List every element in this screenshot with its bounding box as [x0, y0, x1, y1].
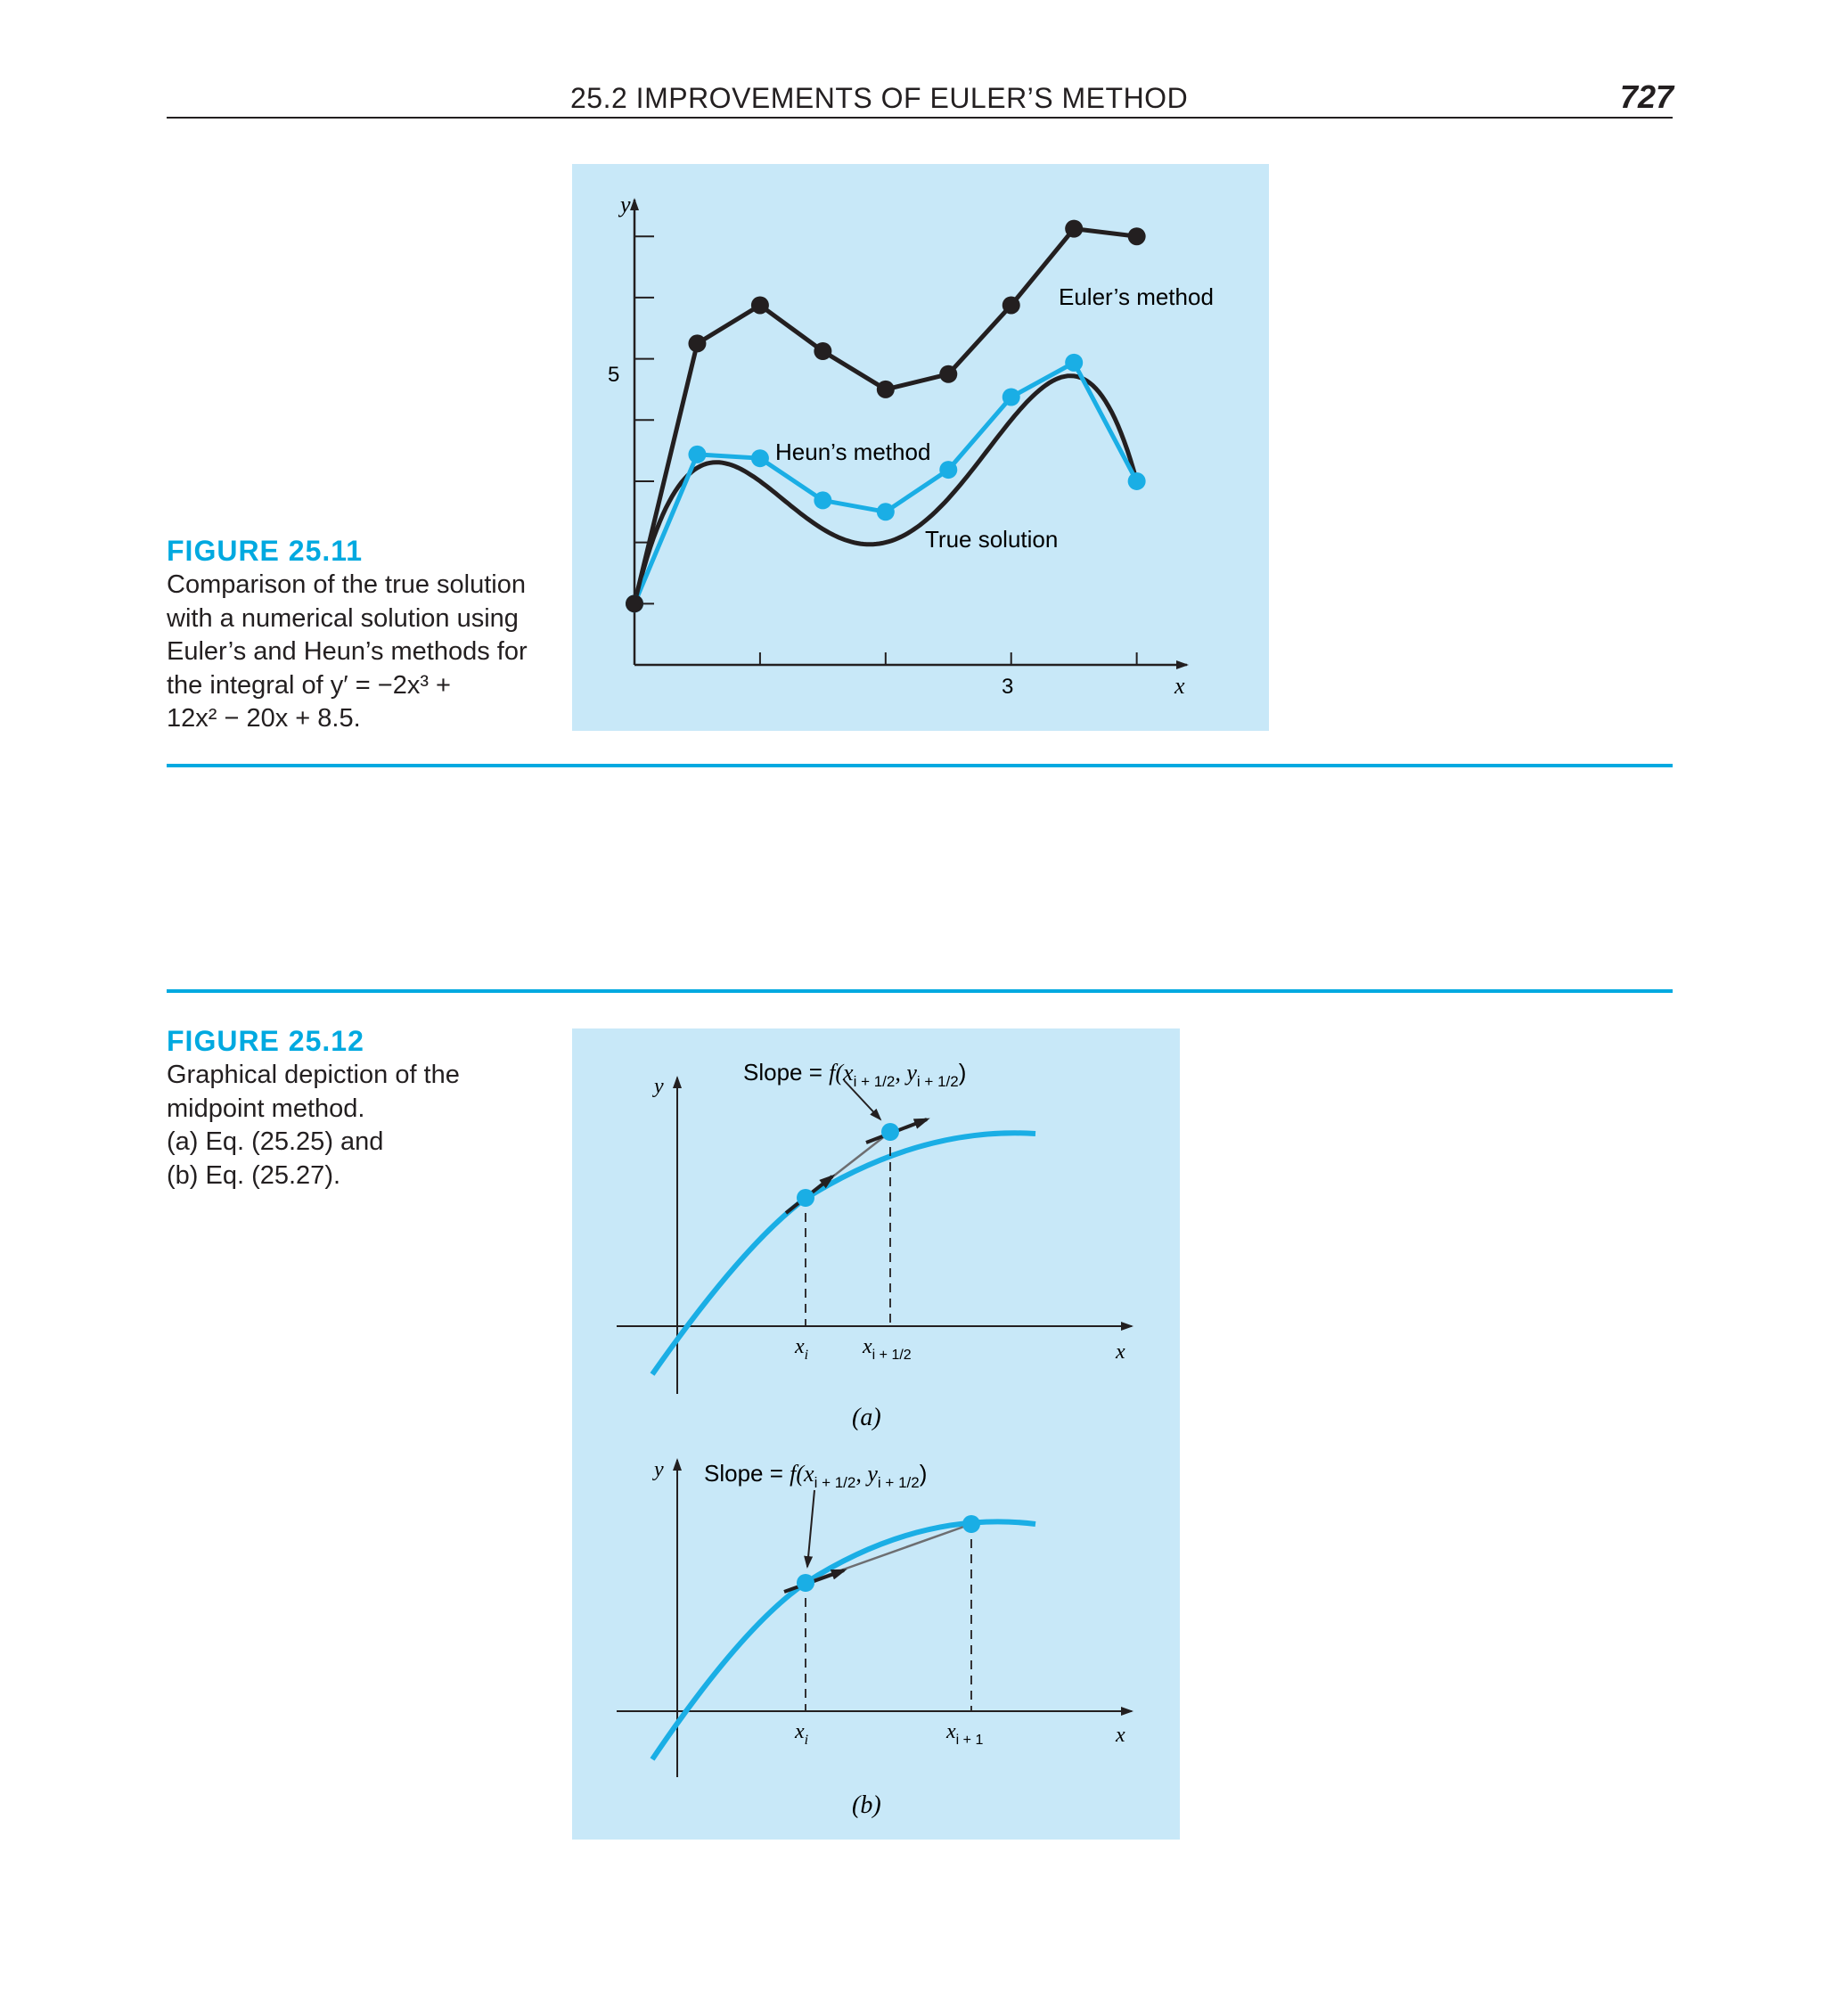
figure-25-12-diagram: Slope = f(xi + 1/2, yi + 1/2) y x xi xi …	[617, 1059, 1133, 1819]
euler-point	[626, 594, 643, 613]
caption-line: Euler’s and Heun’s methods for	[167, 637, 528, 666]
slope-sub2: i + 1/2	[917, 1073, 959, 1090]
caption-line: 12x² − 20x + 8.5.	[167, 704, 361, 733]
euler-label: Euler’s method	[1059, 283, 1214, 310]
panel-b-y-label: y	[652, 1458, 664, 1481]
xmid-base: x	[862, 1335, 872, 1358]
panel-a-xi-label: xi	[794, 1335, 808, 1363]
heun-point	[1002, 388, 1020, 406]
figure-25-12-panel: Slope = f(xi + 1/2, yi + 1/2) y x xi xi …	[572, 1028, 1180, 1840]
heun-point	[814, 491, 832, 510]
true-solution-line	[632, 373, 1140, 604]
slope-sub2: i + 1/2	[878, 1474, 920, 1491]
xnext-sub: i + 1	[956, 1733, 984, 1748]
slope-close: )	[959, 1059, 967, 1086]
slope-comma: , y	[855, 1461, 878, 1487]
panel-a: Slope = f(xi + 1/2, yi + 1/2) y x xi xi …	[617, 1059, 1133, 1431]
caption-line: the integral of y′ = −2x³ +	[167, 670, 451, 700]
heun-point	[1127, 471, 1146, 490]
x-tick-label-3: 3	[1002, 675, 1013, 699]
figure-rule-top	[167, 764, 1673, 767]
panel-a-point-xi	[797, 1189, 814, 1207]
figure-25-12-caption: Graphical depiction of the midpoint meth…	[167, 1059, 541, 1192]
panel-b: Slope = f(xi + 1/2, yi + 1/2) y x xi xi …	[617, 1458, 1133, 1819]
panel-a-slope-label: Slope = f(xi + 1/2, yi + 1/2)	[743, 1059, 966, 1090]
slope-prefix: Slope =	[704, 1460, 790, 1487]
heun-point	[688, 445, 707, 463]
y-axis-label: y	[618, 192, 631, 217]
panel-b-x-label: x	[1115, 1724, 1125, 1747]
figure-25-11-panel: y x 5 3 Euler’s method Heun’s method Tru…	[572, 164, 1269, 731]
figure-25-11-caption: Comparison of the true solution with a n…	[167, 569, 541, 736]
heun-point	[939, 461, 958, 479]
running-head: 25.2 IMPROVEMENTS OF EULER’S METHOD	[570, 82, 1189, 114]
xnext-base: x	[945, 1720, 956, 1743]
figure-25-11-label: FIGURE 25.11	[167, 535, 364, 567]
xi-sub: i	[805, 1733, 808, 1748]
y-tick-label-5: 5	[608, 363, 619, 387]
heun-point	[750, 449, 769, 468]
page-number: 727	[1619, 78, 1674, 115]
panel-a-caption: (a)	[852, 1404, 881, 1431]
xmid-sub: i + 1/2	[872, 1348, 912, 1363]
slope-comma: , y	[895, 1060, 917, 1086]
slope-close: )	[920, 1460, 928, 1487]
euler-point	[814, 341, 832, 360]
slope-fn: f	[790, 1461, 799, 1487]
panel-b-slope-label: Slope = f(xi + 1/2, yi + 1/2)	[704, 1460, 927, 1491]
panel-a-point-mid	[881, 1123, 899, 1141]
euler-point	[1127, 227, 1146, 246]
xi-base: x	[794, 1720, 805, 1743]
slope-open: (x	[796, 1461, 814, 1487]
slope-fn: f	[829, 1060, 839, 1086]
panel-b-xi-label: xi	[794, 1720, 808, 1748]
panel-b-curve	[650, 1519, 1036, 1761]
euler-point	[939, 365, 958, 383]
euler-point	[1065, 219, 1084, 238]
panel-b-callout-arrow	[804, 1489, 815, 1569]
panel-a-y-label: y	[652, 1075, 664, 1098]
euler-point	[750, 296, 769, 315]
heun-point	[876, 503, 895, 521]
panel-b-point-xi	[797, 1574, 814, 1592]
panel-b-caption: (b)	[852, 1791, 881, 1819]
caption-line: (b) Eq. (25.27).	[167, 1160, 341, 1190]
heun-line	[632, 359, 1139, 605]
xi-base: x	[794, 1335, 805, 1358]
slope-open: (x	[835, 1060, 854, 1086]
euler-point	[1002, 296, 1020, 315]
caption-line: Comparison of the true solution	[167, 570, 526, 599]
figure-25-12-label: FIGURE 25.12	[167, 1025, 364, 1057]
euler-point	[688, 334, 707, 353]
caption-line: Graphical depiction of the	[167, 1061, 460, 1089]
header-rule	[167, 117, 1673, 119]
slope-prefix: Slope =	[743, 1059, 829, 1086]
panel-a-callout-arrow	[843, 1079, 882, 1121]
figure-rule-bottom	[167, 989, 1673, 993]
caption-line: midpoint method.	[167, 1094, 365, 1123]
caption-line: (a) Eq. (25.25) and	[167, 1127, 384, 1156]
true-solution-label: True solution	[925, 526, 1058, 553]
caption-line: with a numerical solution using	[167, 603, 519, 633]
slope-sub1: i + 1/2	[854, 1073, 896, 1090]
euler-point	[876, 380, 895, 398]
panel-a-x-label: x	[1115, 1340, 1125, 1364]
panel-b-xnext-label: xi + 1	[945, 1720, 983, 1748]
heun-point	[1065, 353, 1084, 372]
slope-sub1: i + 1/2	[814, 1474, 856, 1491]
figure-25-11-chart: y x 5 3 Euler’s method Heun’s method Tru…	[608, 192, 1214, 699]
panel-b-point-xnext	[962, 1515, 980, 1533]
panel-a-xmid-label: xi + 1/2	[862, 1335, 912, 1363]
xi-sub: i	[805, 1348, 808, 1363]
x-axis-label: x	[1174, 673, 1185, 699]
heun-label: Heun’s method	[775, 438, 930, 465]
